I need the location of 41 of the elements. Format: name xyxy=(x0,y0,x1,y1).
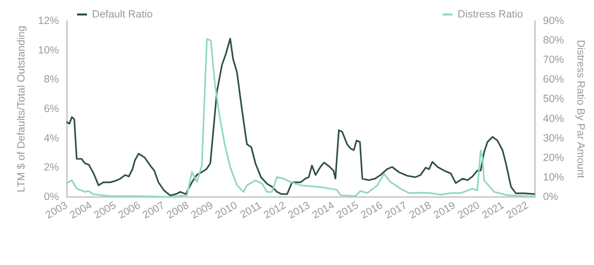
x-tick-label: 2014 xyxy=(310,200,337,222)
y-tick-label: 8% xyxy=(44,74,59,86)
x-tick-label: 2018 xyxy=(408,200,434,222)
y-axis-title: LTM $ of Defaults/Total Outstanding xyxy=(16,25,28,192)
legend-label: Default Ratio xyxy=(92,8,153,20)
y2-tick-label: 20% xyxy=(543,152,564,164)
x-tick-label: 2019 xyxy=(432,200,458,222)
x-tick-label: 2003 xyxy=(44,200,70,222)
x-tick-label: 2010 xyxy=(214,200,240,222)
y2-axis-title: Distress Ratio By Par Amount xyxy=(574,40,586,178)
y-tick-label: 2% xyxy=(44,162,59,174)
y-tick-label: 4% xyxy=(44,132,59,144)
x-tick-label: 2004 xyxy=(68,200,94,222)
y2-tick-label: 0% xyxy=(543,191,558,203)
y2-tick-label: 50% xyxy=(543,93,564,106)
x-tick-label: 2011 xyxy=(238,200,264,222)
x-tick-label: 2015 xyxy=(335,200,361,222)
legend-label: Distress Ratio xyxy=(458,8,524,20)
x-tick-label: 2020 xyxy=(456,200,482,222)
x-tick-label: 2013 xyxy=(286,200,312,222)
y2-tick-label: 10% xyxy=(543,171,564,184)
y2-tick-label: 30% xyxy=(543,132,564,144)
y2-tick-label: 90% xyxy=(543,15,564,27)
x-tick-label: 2017 xyxy=(384,200,410,222)
y-tick-label: 0% xyxy=(44,191,59,203)
x-tick-label: 2022 xyxy=(504,200,531,222)
x-tick-label: 2021 xyxy=(480,200,506,222)
y-tick-label: 10% xyxy=(38,44,59,56)
y2-tick-label: 70% xyxy=(543,54,564,66)
x-tick-label: 2007 xyxy=(141,200,167,222)
x-tick-label: 2005 xyxy=(92,200,118,222)
x-tick-label: 2008 xyxy=(165,200,192,222)
x-tick-label: 2006 xyxy=(116,200,143,222)
y2-tick-label: 40% xyxy=(543,112,564,125)
y-tick-label: 6% xyxy=(44,103,59,115)
y2-tick-label: 80% xyxy=(543,34,564,47)
x-tick-label: 2012 xyxy=(262,200,288,222)
x-tick-label: 2016 xyxy=(359,200,386,222)
x-tick-label: 2009 xyxy=(190,200,216,222)
y2-tick-label: 60% xyxy=(543,74,564,86)
y-tick-label: 12% xyxy=(38,15,59,27)
